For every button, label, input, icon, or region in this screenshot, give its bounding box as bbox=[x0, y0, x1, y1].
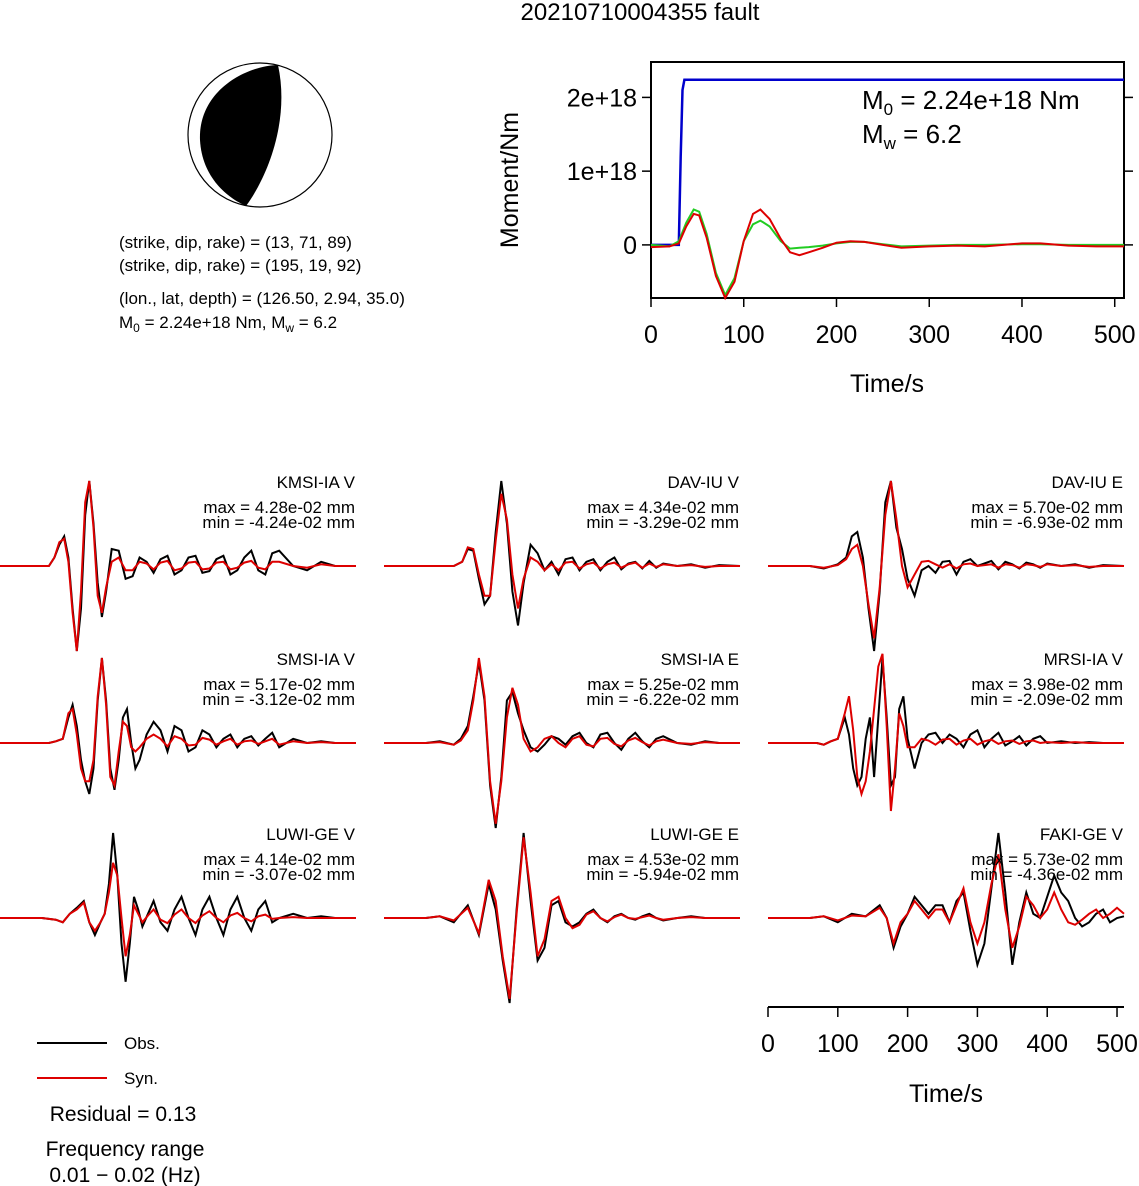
moment-xtick-label-0: 0 bbox=[644, 321, 658, 349]
station-label: LUWI-GE E bbox=[650, 825, 739, 844]
moment-rate-line bbox=[650, 208, 1124, 301]
station-label: SMSI-IA E bbox=[661, 650, 739, 669]
moment-annotation-m0: M0 = 2.24e+18 Nm bbox=[862, 85, 1080, 119]
legend: Obs. Syn. bbox=[37, 1034, 160, 1088]
waveform-time-axis: Time/s 0 100 200 300 400 500 bbox=[761, 1006, 1138, 1108]
station-label: FAKI-GE V bbox=[1040, 825, 1124, 844]
synthetic-trace bbox=[384, 657, 740, 824]
waveform-xtick-label-3: 300 bbox=[957, 1030, 999, 1058]
synthetic-trace bbox=[0, 862, 356, 957]
synthetic-trace bbox=[0, 480, 356, 652]
moment-annotation-mw: Mw = 6.2 bbox=[862, 119, 962, 153]
max-amplitude-label: max = 4.14e-02 mm bbox=[203, 850, 355, 869]
moment-series bbox=[650, 78, 1124, 301]
moment-ytick-label-2: 2e+18 bbox=[567, 84, 637, 112]
max-amplitude-label: max = 5.17e-02 mm bbox=[203, 675, 355, 694]
frequency-range-value: 0.01 − 0.02 (Hz) bbox=[49, 1164, 200, 1186]
m0-symbol: M bbox=[119, 313, 133, 332]
moment-xtick-label-3: 300 bbox=[908, 321, 950, 349]
waveform-xtick-label-1: 100 bbox=[817, 1030, 859, 1058]
legend-syn-label: Syn. bbox=[124, 1069, 158, 1088]
moment-xtick-label-4: 400 bbox=[1001, 321, 1043, 349]
moment-plot-frame bbox=[650, 61, 1125, 299]
station-label: DAV-IU E bbox=[1052, 473, 1123, 492]
ann-mw-subscript: w bbox=[883, 134, 897, 153]
residual-label: Residual = 0.13 bbox=[50, 1103, 197, 1126]
m0-value: = 2.24e+18 Nm, M bbox=[140, 313, 286, 332]
moment-axes: 0 1e+18 2e+18 0 100 200 300 400 500 bbox=[567, 84, 1136, 349]
synthetic-trace bbox=[768, 854, 1125, 949]
beachball bbox=[187, 62, 333, 208]
moment-ytick-label-0: 0 bbox=[623, 232, 637, 260]
m0-subscript: 0 bbox=[133, 321, 140, 335]
min-amplitude-label: min = -4.36e-02 mm bbox=[970, 865, 1123, 884]
synthetic-trace bbox=[768, 653, 1124, 812]
min-amplitude-label: min = -3.07e-02 mm bbox=[202, 865, 355, 884]
waveform-xtick-label-4: 400 bbox=[1026, 1030, 1068, 1058]
max-amplitude-label: max = 4.34e-02 mm bbox=[587, 498, 739, 517]
min-amplitude-label: min = -4.24e-02 mm bbox=[202, 513, 355, 532]
waveform-xtick-label-2: 200 bbox=[887, 1030, 929, 1058]
min-amplitude-label: min = -3.12e-02 mm bbox=[202, 690, 355, 709]
synthetic-trace bbox=[384, 493, 740, 609]
min-amplitude-label: min = -6.93e-02 mm bbox=[970, 513, 1123, 532]
min-amplitude-label: min = -2.09e-02 mm bbox=[970, 690, 1123, 709]
max-amplitude-label: max = 5.25e-02 mm bbox=[587, 675, 739, 694]
moment-xtick-label-1: 100 bbox=[723, 321, 765, 349]
synthetic-trace bbox=[768, 480, 1124, 639]
mechanism-info: (strike, dip, rake) = (13, 71, 89) (stri… bbox=[119, 233, 405, 335]
synthetic-trace bbox=[384, 837, 740, 999]
ann-m0-subscript: 0 bbox=[884, 100, 893, 119]
max-amplitude-label: max = 4.28e-02 mm bbox=[203, 498, 355, 517]
moment-xlabel: Time/s bbox=[850, 370, 924, 398]
legend-obs-label: Obs. bbox=[124, 1034, 160, 1053]
moment-xtick-label-5: 500 bbox=[1094, 321, 1136, 349]
max-amplitude-label: max = 5.70e-02 mm bbox=[971, 498, 1123, 517]
moment-rate-fit-line bbox=[650, 208, 1124, 298]
mechanism-line-1: (strike, dip, rake) = (13, 71, 89) bbox=[119, 233, 352, 252]
mechanism-line-3: (lon., lat, depth) = (126.50, 2.94, 35.0… bbox=[119, 289, 405, 308]
min-amplitude-label: min = -5.94e-02 mm bbox=[586, 865, 739, 884]
station-label: SMSI-IA V bbox=[277, 650, 356, 669]
waveform-xtick-label-0: 0 bbox=[761, 1030, 775, 1058]
mechanism-line-2: (strike, dip, rake) = (195, 19, 92) bbox=[119, 256, 361, 275]
moment-xtick-label-2: 200 bbox=[816, 321, 858, 349]
frequency-range-label: Frequency range bbox=[46, 1138, 205, 1161]
max-amplitude-label: max = 5.73e-02 mm bbox=[971, 850, 1123, 869]
mw-subscript: w bbox=[284, 321, 294, 335]
min-amplitude-label: min = -6.22e-02 mm bbox=[586, 690, 739, 709]
max-amplitude-label: max = 3.98e-02 mm bbox=[971, 675, 1123, 694]
waveform-xtick-label-5: 500 bbox=[1096, 1030, 1138, 1058]
ann-mw-value: = 6.2 bbox=[896, 119, 962, 149]
max-amplitude-label: max = 4.53e-02 mm bbox=[587, 850, 739, 869]
moment-plot: 0 1e+18 2e+18 0 100 200 300 400 500 Moment/Nm Ti… bbox=[496, 61, 1136, 398]
beachball-compressional bbox=[199, 65, 282, 206]
figure-title: 20210710004355 fault bbox=[521, 0, 760, 26]
station-label: KMSI-IA V bbox=[277, 473, 356, 492]
moment-ytick-label-1: 1e+18 bbox=[567, 158, 637, 186]
station-label: LUWI-GE V bbox=[266, 825, 355, 844]
ann-m0-value: = 2.24e+18 Nm bbox=[893, 85, 1079, 115]
ann-mw-symbol: M bbox=[862, 119, 884, 149]
station-label: MRSI-IA V bbox=[1044, 650, 1124, 669]
ann-m0-symbol: M bbox=[862, 85, 884, 115]
min-amplitude-label: min = -3.29e-02 mm bbox=[586, 513, 739, 532]
station-label: DAV-IU V bbox=[668, 473, 740, 492]
moment-ylabel: Moment/Nm bbox=[496, 112, 524, 248]
mw-value: = 6.2 bbox=[294, 313, 337, 332]
synthetic-trace bbox=[0, 657, 356, 789]
mechanism-moment-line: M0 = 2.24e+18 Nm, Mw = 6.2 bbox=[119, 313, 337, 335]
waveform-xlabel: Time/s bbox=[909, 1080, 983, 1108]
